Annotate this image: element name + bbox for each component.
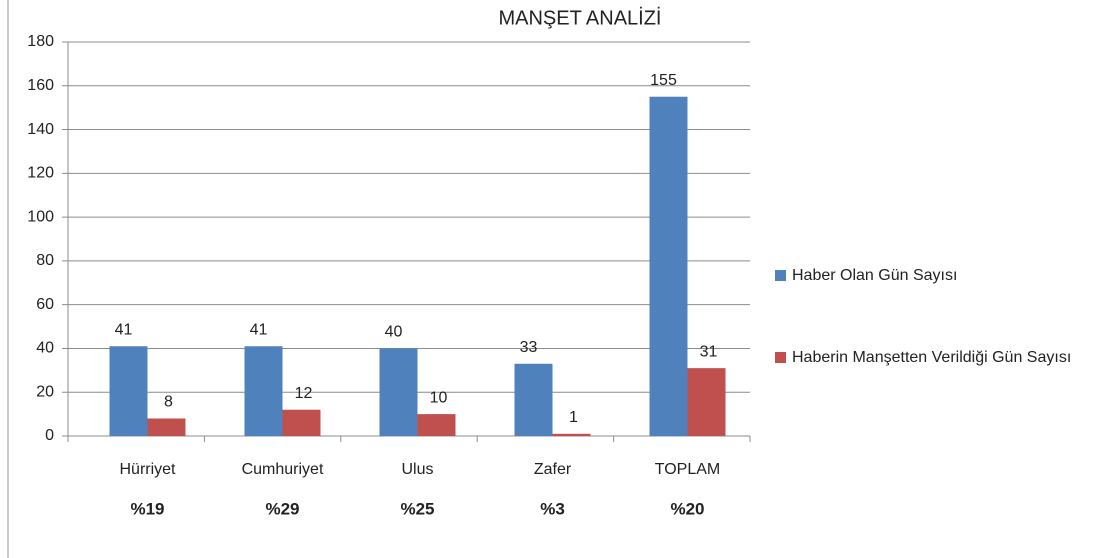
value-label: 41 (115, 321, 133, 338)
bar (649, 96, 688, 436)
bar (109, 346, 148, 436)
value-label: 33 (520, 339, 538, 356)
bar (282, 409, 321, 436)
value-label: 41 (250, 321, 268, 338)
annotation: %20 (670, 499, 704, 518)
value-label: 10 (430, 389, 448, 406)
y-tick-label: 180 (27, 33, 54, 50)
annotation: %29 (265, 499, 299, 518)
legend-label: Haberin Manşetten Verildiği Gün Sayısı (792, 349, 1072, 366)
bar (379, 348, 418, 436)
value-label: 155 (650, 72, 677, 89)
value-label: 8 (164, 394, 173, 411)
value-label: 31 (700, 343, 718, 360)
y-tick-label: 100 (27, 208, 54, 225)
legend-swatch (775, 270, 786, 281)
value-label: 40 (385, 324, 403, 341)
x-tick-label: Cumhuriyet (242, 461, 324, 478)
bar (552, 433, 591, 436)
legend-label: Haber Olan Gün Sayısı (792, 267, 958, 284)
y-tick-label: 20 (36, 383, 54, 400)
y-tick-label: 160 (27, 77, 54, 94)
annotation: %25 (400, 499, 434, 518)
bar (417, 414, 456, 436)
x-tick-label: TOPLAM (655, 461, 721, 478)
x-tick-label: Zafer (534, 461, 572, 478)
y-tick-label: 80 (36, 252, 54, 269)
annotation: %3 (540, 499, 565, 518)
legend-item: Haber Olan Gün Sayısı (775, 263, 1093, 289)
legend-swatch (775, 352, 786, 363)
bar (687, 368, 726, 436)
x-tick-label: Hürriyet (119, 461, 176, 478)
y-tick-label: 120 (27, 165, 54, 182)
y-tick-label: 60 (36, 296, 54, 313)
y-tick-label: 140 (27, 121, 54, 138)
chart-title: MANŞET ANALİZİ (498, 6, 661, 29)
bar (514, 363, 553, 436)
x-tick-label: Ulus (401, 461, 433, 478)
value-label: 1 (569, 409, 578, 426)
bar (147, 418, 186, 436)
annotation: %19 (130, 499, 164, 518)
legend-item: Haberin Manşetten Verildiği Gün Sayısı (775, 345, 1093, 371)
y-tick-label: 40 (36, 340, 54, 357)
y-tick-label: 0 (45, 427, 54, 444)
bar (244, 346, 283, 436)
value-label: 12 (295, 385, 313, 402)
